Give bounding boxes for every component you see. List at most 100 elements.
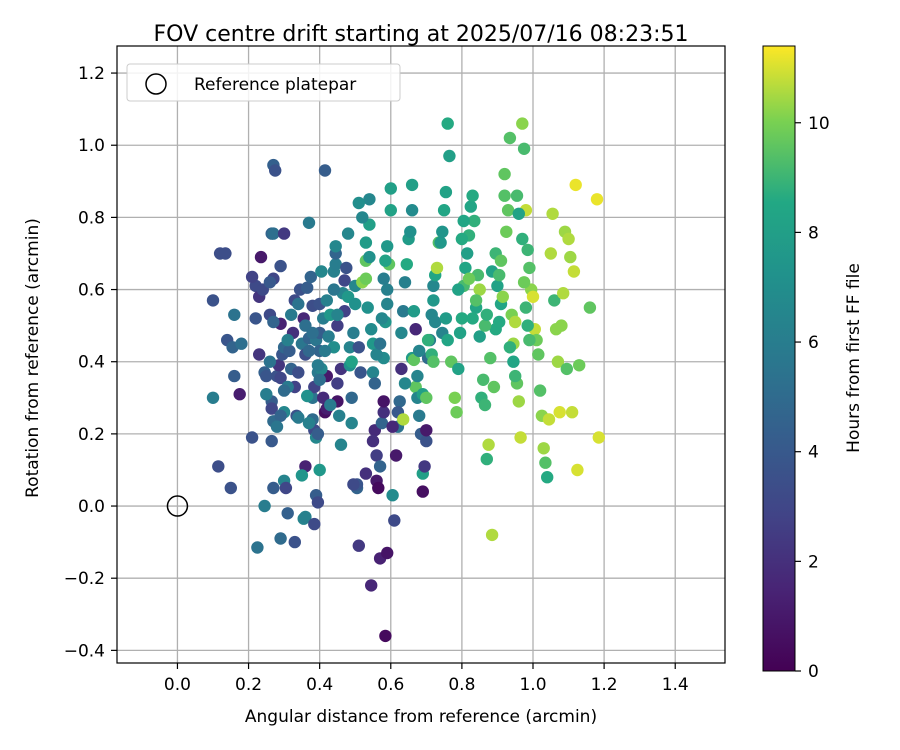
data-point <box>263 355 277 368</box>
data-point <box>283 344 296 358</box>
data-point <box>487 380 501 394</box>
data-point <box>541 471 554 484</box>
data-point <box>292 366 305 379</box>
data-point <box>373 460 387 473</box>
data-point <box>448 391 461 404</box>
data-point <box>253 348 266 361</box>
data-point <box>311 496 325 509</box>
data-point <box>468 214 481 228</box>
data-point <box>413 409 426 422</box>
data-point <box>381 297 394 311</box>
data-point <box>333 409 346 422</box>
data-point <box>352 341 365 354</box>
data-point <box>519 301 533 314</box>
colorbar-ticks: 0 2 4 6 8 10 <box>795 114 830 682</box>
colorbar-tick-label: 6 <box>808 333 819 353</box>
data-point <box>368 377 381 390</box>
data-point <box>420 424 433 437</box>
data-point <box>245 431 259 444</box>
data-point <box>345 355 358 368</box>
data-point <box>457 214 470 228</box>
data-points <box>206 117 605 643</box>
data-point <box>359 272 373 285</box>
data-point <box>384 204 397 217</box>
data-point <box>418 460 431 473</box>
data-point <box>292 411 305 424</box>
data-point <box>498 189 511 202</box>
data-point <box>365 323 378 336</box>
data-point <box>459 261 472 275</box>
data-point <box>349 297 362 311</box>
data-point <box>455 312 469 325</box>
data-point <box>542 413 556 426</box>
data-point <box>233 388 246 401</box>
data-point <box>377 395 390 408</box>
data-point <box>265 434 278 448</box>
legend-entry: Reference platepar <box>194 75 356 95</box>
data-point <box>555 319 568 332</box>
x-tick-label: 1.4 <box>662 675 689 695</box>
data-point <box>270 420 284 433</box>
data-point <box>302 344 316 358</box>
data-point <box>308 517 321 531</box>
data-point <box>375 416 389 430</box>
data-point <box>496 290 509 303</box>
data-point <box>277 227 291 240</box>
data-point <box>478 319 492 332</box>
data-point <box>277 384 291 397</box>
data-point <box>551 355 565 368</box>
data-point <box>267 315 280 329</box>
colorbar-tick-label: 0 <box>808 662 819 682</box>
data-point <box>366 434 380 448</box>
data-point <box>265 402 278 415</box>
data-point <box>388 514 401 527</box>
data-point <box>331 377 344 390</box>
data-point <box>206 294 220 307</box>
x-tick-label: 1.0 <box>519 675 546 695</box>
data-point <box>258 499 271 513</box>
data-point <box>251 541 264 554</box>
data-point <box>285 308 298 321</box>
data-point <box>254 250 268 264</box>
data-point <box>516 117 529 130</box>
y-tick-label: 0.2 <box>78 425 105 445</box>
data-point <box>509 315 522 329</box>
data-point <box>407 353 421 367</box>
data-point <box>395 326 408 340</box>
data-point <box>301 281 314 294</box>
data-point <box>398 377 412 390</box>
data-point <box>370 449 383 462</box>
data-point <box>324 398 337 412</box>
data-point <box>313 373 326 386</box>
data-point <box>503 131 517 145</box>
data-point <box>302 416 316 430</box>
data-point <box>413 344 426 358</box>
data-point <box>553 406 566 419</box>
data-point <box>359 236 373 249</box>
legend-box <box>126 63 401 102</box>
data-point <box>569 178 582 192</box>
data-point <box>334 438 348 451</box>
data-point <box>267 481 280 495</box>
data-point <box>381 240 394 253</box>
data-point <box>469 294 483 307</box>
data-point <box>377 272 390 285</box>
data-point <box>381 546 394 560</box>
data-point <box>329 258 342 271</box>
data-point <box>436 225 449 238</box>
data-point <box>370 348 383 361</box>
data-point <box>405 204 419 217</box>
data-point <box>219 247 232 260</box>
data-point <box>493 268 506 282</box>
data-point <box>564 250 577 264</box>
data-point <box>501 204 515 217</box>
plot-frame <box>116 45 726 664</box>
data-point <box>443 149 456 163</box>
data-point <box>345 391 358 404</box>
data-point <box>498 167 511 181</box>
data-point <box>567 265 581 278</box>
data-point <box>592 431 605 444</box>
data-point <box>279 481 293 495</box>
data-point <box>533 384 547 397</box>
data-point <box>356 211 369 224</box>
